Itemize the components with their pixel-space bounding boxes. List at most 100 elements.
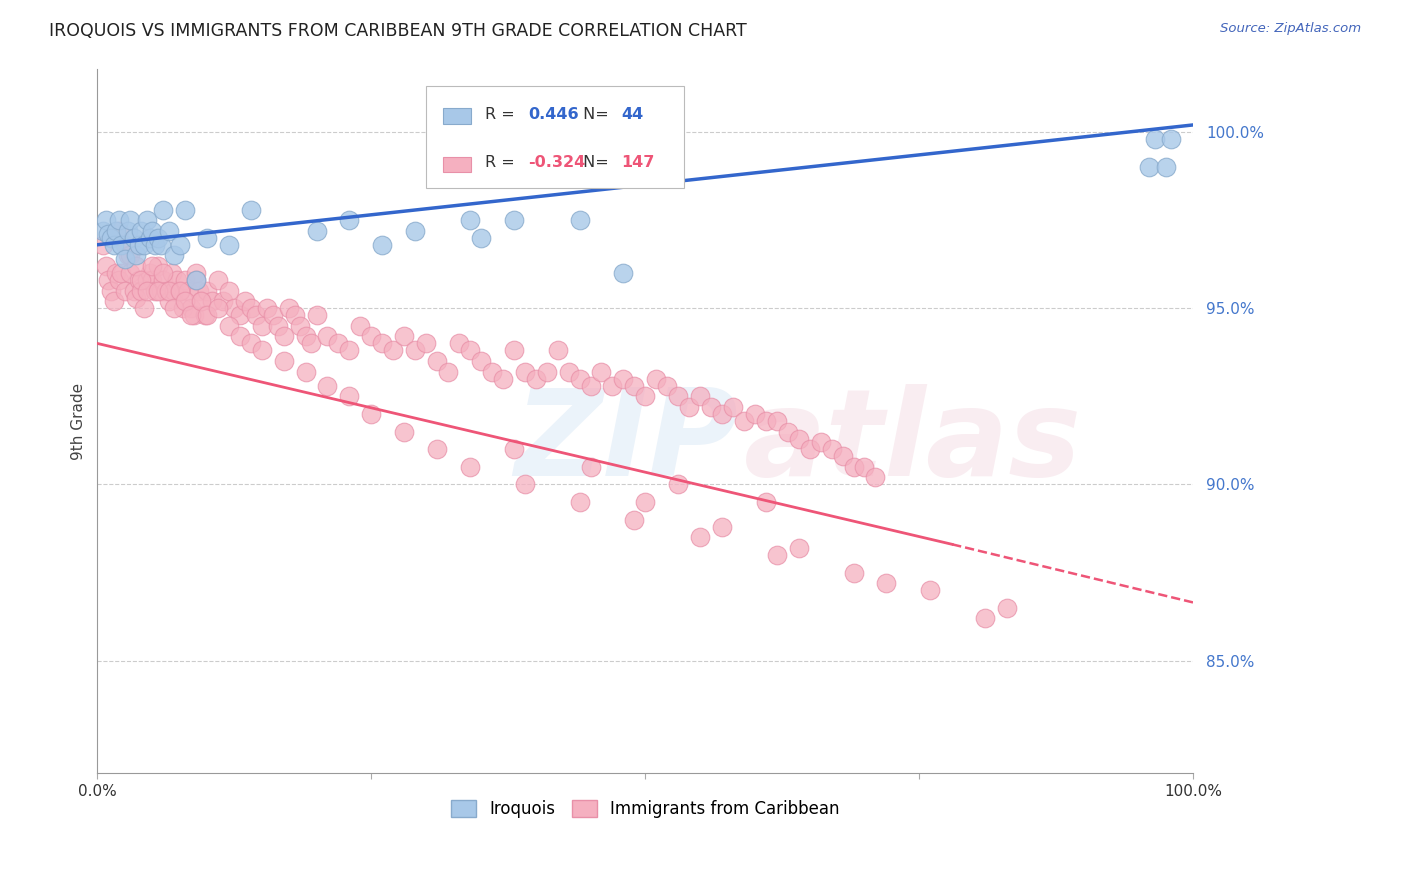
Point [612, 372, 634, 386]
Point [470, 230, 492, 244]
Point [458, 459, 481, 474]
Point [145, 237, 167, 252]
Point [513, 477, 536, 491]
Point [831, 449, 853, 463]
Point [174, 273, 197, 287]
Point [502, 442, 524, 457]
Point [766, 548, 789, 562]
Point [568, 372, 591, 386]
Point [125, 248, 148, 262]
Point [157, 224, 180, 238]
Point [657, 378, 679, 392]
Point [183, 308, 205, 322]
Point [122, 230, 145, 244]
Point [179, 301, 201, 316]
Point [117, 248, 139, 262]
Point [787, 432, 810, 446]
Point [184, 273, 207, 287]
Point [114, 252, 136, 266]
Point [194, 308, 217, 322]
Point [218, 237, 240, 252]
Point [502, 213, 524, 227]
Point [288, 318, 311, 333]
Point [678, 400, 700, 414]
Point [513, 365, 536, 379]
Point [316, 378, 339, 392]
Point [284, 308, 307, 322]
Point [141, 273, 163, 287]
FancyBboxPatch shape [443, 157, 471, 172]
Point [666, 477, 689, 491]
Point [755, 495, 778, 509]
Point [470, 354, 492, 368]
Point [382, 343, 405, 358]
Point [177, 284, 200, 298]
Point [163, 301, 186, 316]
Point [865, 470, 887, 484]
Point [250, 318, 273, 333]
Point [239, 336, 262, 351]
Point [1154, 160, 1177, 174]
Point [91, 224, 114, 238]
Point [447, 336, 470, 351]
Point [755, 414, 778, 428]
Point [128, 237, 150, 252]
Point [853, 459, 876, 474]
Point [744, 407, 766, 421]
Point [481, 365, 503, 379]
Point [97, 273, 120, 287]
Point [139, 230, 162, 244]
Point [799, 442, 821, 457]
Point [174, 294, 197, 309]
Point [134, 237, 156, 252]
Point [97, 227, 120, 242]
Point [360, 329, 382, 343]
Point [371, 336, 394, 351]
Point [94, 213, 117, 227]
Point [458, 343, 481, 358]
Point [502, 343, 524, 358]
Point [602, 378, 624, 392]
Point [591, 365, 613, 379]
Point [256, 301, 278, 316]
Text: ZIP: ZIP [513, 384, 738, 500]
Point [766, 414, 789, 428]
Point [536, 365, 558, 379]
Point [426, 354, 449, 368]
Point [579, 459, 602, 474]
Point [820, 442, 842, 457]
Point [125, 291, 148, 305]
Point [404, 343, 426, 358]
Point [700, 400, 723, 414]
Point [100, 230, 122, 244]
Point [94, 259, 117, 273]
Point [114, 237, 136, 252]
Point [437, 365, 460, 379]
Point [135, 284, 157, 298]
Point [299, 336, 322, 351]
Point [146, 230, 169, 244]
Y-axis label: 9th Grade: 9th Grade [72, 383, 86, 459]
Point [141, 259, 163, 273]
FancyBboxPatch shape [426, 87, 683, 188]
Point [339, 213, 361, 227]
Point [108, 224, 131, 238]
Point [172, 301, 194, 316]
Text: 0.446: 0.446 [529, 107, 579, 121]
Point [404, 224, 426, 238]
Text: atlas: atlas [744, 384, 1083, 500]
Point [349, 318, 371, 333]
Point [579, 378, 602, 392]
Point [294, 329, 316, 343]
Point [568, 495, 591, 509]
Point [169, 284, 191, 298]
Point [152, 202, 174, 217]
Point [666, 389, 689, 403]
Point [458, 213, 481, 227]
Point [294, 365, 316, 379]
Point [195, 308, 218, 322]
Text: N=: N= [578, 155, 613, 170]
Point [426, 442, 449, 457]
Point [316, 329, 339, 343]
Point [262, 308, 284, 322]
